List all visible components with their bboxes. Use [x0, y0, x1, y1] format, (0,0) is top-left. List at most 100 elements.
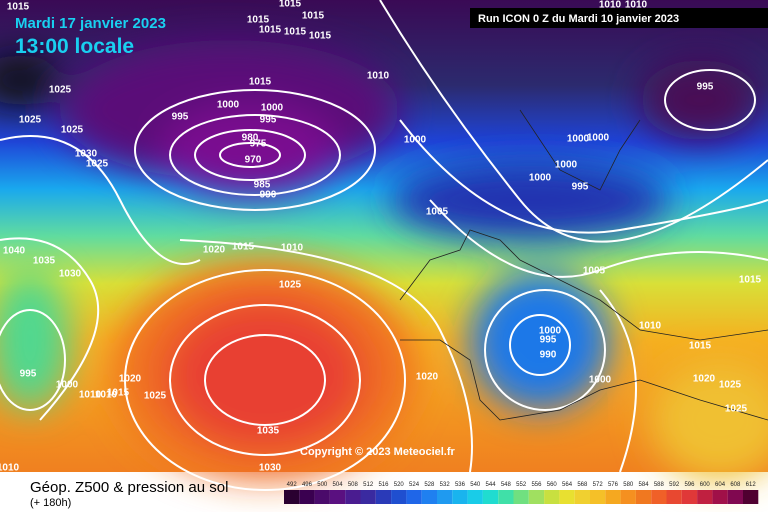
isobar-label: 1000	[261, 103, 284, 114]
isobar-label: 1010	[79, 390, 102, 401]
colorbar-label: 588	[654, 482, 665, 488]
colorbar-swatch	[360, 490, 376, 504]
colorbar: 492 496 500 504 508 512 516 520 524 528 532 536 540 5…	[284, 482, 759, 504]
colorbar-label: 512	[363, 482, 374, 488]
colorbar-swatch	[482, 490, 499, 504]
isobar-label: 1010	[599, 0, 622, 11]
isobar-label: 1000	[589, 375, 612, 386]
isobar-label: 1040	[3, 246, 26, 257]
isobar-label: 970	[245, 155, 262, 166]
colorbar-label: 556	[531, 482, 542, 488]
colorbar-label: 508	[348, 482, 359, 488]
lead-time: (+ 180h)	[30, 497, 71, 509]
isobar-label: 995	[540, 335, 557, 346]
isobar-label: 1000	[539, 326, 562, 337]
isobar-label: 995	[20, 369, 37, 380]
run-box	[470, 8, 768, 28]
isobar-label: 1015	[689, 341, 712, 352]
copyright: Copyright © 2023 Meteociel.fr	[300, 446, 456, 458]
isobar-label: 995	[572, 182, 589, 193]
isobar-label: 1015	[107, 388, 130, 399]
colorbar-swatch	[574, 490, 590, 504]
colorbar-swatch	[498, 490, 514, 504]
colorbar-label: 580	[623, 482, 634, 488]
colorbar-label: 604	[715, 482, 726, 488]
isobar-label: 1015	[309, 31, 332, 42]
colorbar-swatch	[452, 490, 468, 504]
isobar-label: 1025	[725, 404, 748, 415]
isobar-label: 995	[172, 112, 189, 123]
isobar-label: 1025	[279, 280, 302, 291]
colorbar-swatch	[345, 490, 361, 504]
isobar-label: 985	[254, 180, 271, 191]
colorbar-swatch	[666, 490, 682, 504]
colorbar-label: 492	[287, 482, 298, 488]
isobar-label: 1000	[567, 134, 590, 145]
isobar-label: 1025	[719, 380, 742, 391]
colorbar-swatch	[314, 490, 330, 504]
colorbar-swatch	[421, 490, 437, 504]
colorbar-label: 596	[684, 482, 695, 488]
isobar-label: 1015	[247, 15, 270, 26]
colorbar-label: 612	[746, 482, 757, 488]
isobar-label: 1015	[232, 242, 255, 253]
colorbar-label: 576	[608, 482, 619, 488]
colorbar-label: 500	[317, 482, 328, 488]
isobar-label: 1025	[49, 85, 72, 96]
colorbar-label: 568	[577, 482, 588, 488]
isobar-label: 1015	[284, 27, 307, 38]
colorbar-label: 572	[593, 482, 604, 488]
isobar-label: 1015	[739, 275, 762, 286]
colorbar-label: 496	[302, 482, 313, 488]
colorbar-label: 584	[639, 482, 650, 488]
colorbar-label: 540	[470, 482, 481, 488]
colorbar-label: 608	[730, 482, 741, 488]
colorbar-label: 504	[333, 482, 344, 488]
colorbar-label: 548	[501, 482, 512, 488]
isobar-label: 1030	[59, 269, 82, 280]
colorbar-swatch	[513, 490, 529, 504]
isobar-label: 1010	[281, 243, 304, 254]
colorbar-swatch	[391, 490, 407, 504]
colorbar-label: 552	[516, 482, 527, 488]
colorbar-swatch	[635, 490, 652, 504]
colorbar-swatch	[299, 490, 315, 504]
colorbar-swatch	[651, 490, 667, 504]
isobar-label: 1015	[7, 2, 30, 13]
colorbar-swatch	[605, 490, 621, 504]
isobar-label: 1010	[367, 71, 390, 82]
isobar-label: 1010	[0, 463, 20, 474]
field-shading	[0, 40, 768, 480]
colorbar-swatch	[329, 490, 346, 504]
forecast-time: 13:00 locale	[15, 35, 134, 58]
colorbar-swatch	[544, 490, 560, 504]
isobar-label: 1010	[625, 0, 648, 11]
isobar-label: 1010	[639, 321, 662, 332]
isobar-label: 1015	[259, 25, 282, 36]
colorbar-swatch	[681, 490, 698, 504]
isobar-label: 1030	[75, 149, 98, 160]
colorbar-swatch	[406, 490, 422, 504]
colorbar-swatch	[375, 490, 392, 504]
colorbar-label: 564	[562, 482, 573, 488]
colorbar-swatch	[727, 490, 743, 504]
isobar-label: 1000	[404, 135, 427, 146]
coastlines	[399, 109, 768, 421]
colorbar-label: 528	[424, 482, 435, 488]
colorbar-label: 536	[455, 482, 466, 488]
isobar-label: 990	[540, 350, 557, 361]
isobar-label: 1000	[529, 173, 552, 184]
isobar-lines	[0, 0, 768, 490]
isobar-label: 1015	[279, 0, 302, 10]
isobar-label: 1030	[259, 463, 282, 474]
isobar-label: 1025	[144, 391, 167, 402]
colorbar-swatch	[712, 490, 728, 504]
isobar-label: 975	[250, 139, 267, 150]
forecast-date: Mardi 17 janvier 2023	[15, 15, 166, 32]
isobar-label: 1020	[203, 245, 226, 256]
colorbar-swatch	[590, 490, 606, 504]
isobar-label: 1015	[302, 11, 325, 22]
isobar-label: 1025	[19, 115, 42, 126]
colorbar-swatch	[620, 490, 636, 504]
